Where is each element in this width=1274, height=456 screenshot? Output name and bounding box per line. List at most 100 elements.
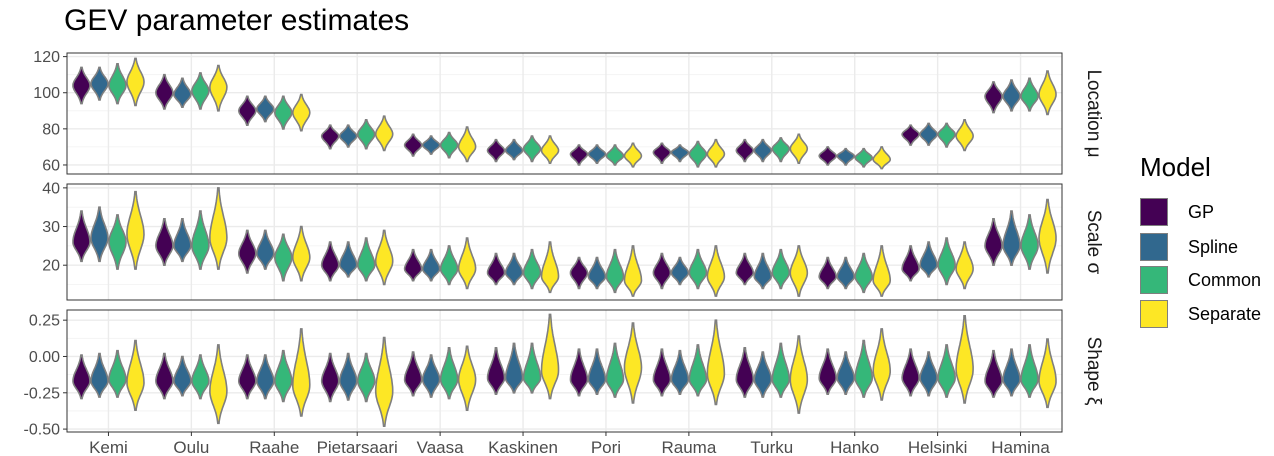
violin-spline-vaasa [421, 135, 441, 155]
legend-label-spline: Spline [1188, 237, 1239, 257]
violin-common-helsinki [937, 344, 956, 398]
violin-spline-raahe [255, 95, 275, 123]
violin-spline-kemi [90, 206, 109, 263]
violin-spline-rauma [670, 349, 690, 395]
y-tick-label: 40 [42, 180, 60, 197]
legend-key-gp [1140, 198, 1168, 226]
y-tick-label: -0.50 [24, 422, 61, 439]
violin-common-kemi [108, 214, 127, 270]
violin-separate-pietarsaari [374, 336, 394, 427]
violin-gp-hanko [818, 256, 837, 290]
violin-common-pori [605, 342, 625, 398]
y-tick-label: 0.25 [29, 313, 60, 330]
legend-title: Model [1140, 152, 1211, 182]
violin-spline-rauma [670, 256, 690, 286]
violin-gp-raahe [237, 95, 257, 126]
violin-spline-turku [753, 138, 773, 163]
y-tick-label: 0.00 [29, 349, 60, 366]
violin-separate-oulu [209, 64, 228, 112]
violin-gp-hamina [984, 81, 1003, 114]
violin-common-vaasa [439, 245, 459, 286]
violin-gp-kaskinen [486, 347, 506, 395]
violin-common-raahe [273, 95, 293, 130]
violin-spline-helsinki [919, 351, 938, 397]
x-tick-label: Kaskinen [488, 438, 558, 456]
violin-spline-oulu [173, 77, 192, 108]
violin-gp-hamina [984, 218, 1003, 266]
violin-separate-helsinki [955, 241, 974, 290]
violin-spline-hamina [1002, 79, 1021, 112]
violin-common-kemi [108, 349, 127, 398]
violin-separate-raahe [291, 93, 311, 132]
violin-separate-raahe [292, 328, 311, 417]
violin-spline-oulu [173, 218, 192, 263]
violin-separate-kemi [126, 190, 145, 270]
violin-common-rauma [688, 248, 708, 290]
legend-label-separate: Separate [1188, 304, 1262, 324]
violin-separate-pietarsaari [374, 229, 394, 286]
violin-common-oulu [191, 210, 210, 270]
violin-gp-raahe [238, 229, 257, 274]
panel-background [67, 310, 1062, 432]
violin-separate-hanko [872, 245, 891, 297]
violin-gp-turku [735, 252, 755, 286]
violin-gp-helsinki [901, 348, 920, 397]
violin-common-hanko [854, 339, 873, 398]
violin-separate-kemi [126, 339, 145, 411]
x-tick-label: Raahe [249, 438, 299, 456]
violin-separate-turku [789, 133, 809, 164]
violin-spline-raahe [256, 354, 275, 400]
violin-separate-pori [623, 245, 643, 297]
violin-separate-pori [623, 142, 643, 168]
violin-separate-hamina [1038, 338, 1057, 409]
violin-spline-vaasa [421, 354, 441, 398]
y-tick-label: 120 [33, 49, 60, 66]
violin-spline-kemi [90, 352, 109, 398]
panel-border [66, 52, 1063, 175]
violin-separate-kemi [126, 57, 145, 107]
violin-gp-vaasa [403, 248, 423, 282]
violin-separate-hanko [872, 146, 891, 170]
violin-common-pietarsaari [356, 119, 376, 150]
violin-gp-kaskinen [486, 138, 506, 163]
violin-common-vaasa [439, 347, 459, 400]
violin-spline-pietarsaari [338, 241, 358, 278]
violin-separate-pori [623, 322, 643, 404]
facet-strip-label: Scale σ [1083, 210, 1104, 275]
y-tick-label: -0.25 [24, 385, 61, 402]
y-tick-label: 20 [42, 258, 60, 275]
violin-spline-helsinki [919, 122, 938, 146]
violin-common-oulu [191, 354, 210, 400]
violin-spline-kaskinen [504, 342, 524, 394]
violin-spline-pietarsaari [338, 124, 358, 148]
violin-spline-hanko [836, 256, 855, 290]
violin-gp-helsinki [901, 245, 920, 282]
violin-separate-vaasa [457, 345, 477, 411]
violin-separate-hanko [872, 328, 891, 401]
violin-separate-vaasa [457, 237, 477, 290]
y-tick-label: 60 [42, 157, 60, 174]
violin-gp-kemi [72, 354, 91, 400]
violin-common-hamina [1020, 344, 1039, 398]
violin-spline-kemi [90, 66, 109, 101]
x-tick-label: Vaasa [417, 438, 464, 456]
violin-spline-hanko [836, 351, 855, 395]
violin-common-turku [771, 248, 791, 290]
legend-label-gp: GP [1188, 202, 1215, 222]
violin-gp-turku [735, 347, 755, 398]
legend-key-spline [1140, 233, 1168, 261]
panel-background [67, 53, 1062, 174]
violin-common-kemi [108, 63, 127, 105]
violin-common-pori [605, 248, 625, 294]
violin-spline-kaskinen [504, 252, 524, 286]
violin-separate-helsinki [955, 315, 974, 404]
legend-label-common: Common [1188, 270, 1262, 290]
violin-spline-rauma [670, 144, 690, 163]
violin-separate-rauma [706, 138, 726, 168]
violin-separate-hamina [1038, 70, 1057, 116]
violin-common-pietarsaari [356, 352, 376, 403]
violin-spline-turku [753, 252, 773, 290]
violin-spline-hanko [836, 147, 855, 166]
violin-common-vaasa [439, 131, 459, 159]
